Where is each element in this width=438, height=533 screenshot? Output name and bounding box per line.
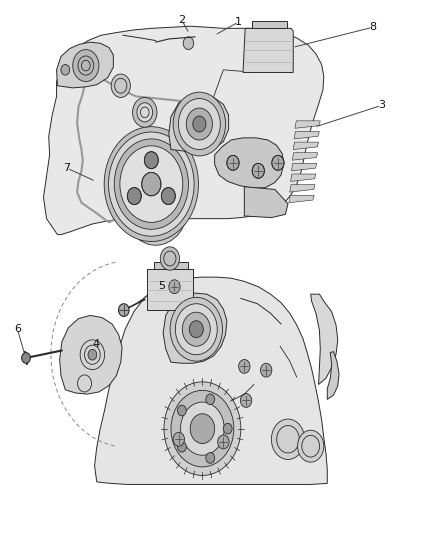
Polygon shape: [95, 277, 327, 484]
Circle shape: [227, 156, 239, 170]
Circle shape: [133, 98, 157, 127]
Polygon shape: [43, 26, 324, 235]
Circle shape: [240, 393, 252, 407]
Circle shape: [186, 108, 212, 140]
Circle shape: [223, 423, 232, 434]
Circle shape: [182, 312, 210, 346]
Polygon shape: [290, 174, 316, 181]
Circle shape: [180, 402, 224, 455]
Polygon shape: [327, 352, 339, 399]
Circle shape: [206, 453, 215, 463]
Polygon shape: [294, 132, 319, 139]
Circle shape: [137, 103, 152, 122]
Circle shape: [61, 64, 70, 75]
Circle shape: [183, 37, 194, 50]
Circle shape: [160, 247, 180, 270]
Circle shape: [189, 321, 203, 338]
Circle shape: [239, 360, 250, 373]
Circle shape: [142, 172, 161, 196]
Polygon shape: [243, 28, 293, 72]
Circle shape: [297, 430, 324, 462]
Circle shape: [88, 350, 97, 360]
Text: 1: 1: [235, 17, 242, 27]
Text: 4: 4: [92, 338, 99, 349]
Circle shape: [261, 364, 272, 377]
Circle shape: [73, 50, 99, 82]
Text: 2: 2: [178, 15, 185, 26]
Circle shape: [272, 156, 284, 170]
Circle shape: [173, 92, 226, 156]
Polygon shape: [291, 164, 317, 171]
Polygon shape: [244, 187, 288, 217]
Circle shape: [170, 297, 223, 361]
Circle shape: [190, 414, 215, 443]
Text: 8: 8: [369, 22, 376, 33]
Polygon shape: [295, 121, 320, 128]
Circle shape: [123, 165, 188, 245]
Circle shape: [127, 188, 141, 205]
Polygon shape: [311, 294, 338, 384]
Polygon shape: [252, 21, 287, 28]
Polygon shape: [215, 138, 284, 188]
Circle shape: [272, 419, 304, 459]
Circle shape: [169, 280, 180, 294]
Polygon shape: [147, 269, 193, 310]
Text: 6: 6: [14, 324, 21, 334]
Polygon shape: [60, 316, 122, 394]
Circle shape: [218, 435, 229, 449]
Text: 7: 7: [64, 163, 71, 173]
Circle shape: [119, 304, 129, 317]
Circle shape: [206, 394, 215, 405]
Circle shape: [178, 99, 220, 150]
Polygon shape: [290, 184, 315, 192]
Text: 3: 3: [378, 100, 385, 110]
Circle shape: [111, 74, 131, 98]
Polygon shape: [292, 153, 318, 160]
Polygon shape: [57, 42, 113, 88]
Circle shape: [164, 382, 241, 475]
Circle shape: [104, 127, 198, 241]
Polygon shape: [163, 293, 227, 364]
Circle shape: [193, 116, 206, 132]
Circle shape: [175, 304, 217, 355]
Circle shape: [120, 146, 183, 222]
Circle shape: [21, 353, 30, 364]
Polygon shape: [289, 195, 314, 203]
Text: 5: 5: [158, 281, 165, 290]
Circle shape: [161, 188, 175, 205]
Polygon shape: [293, 142, 318, 150]
Circle shape: [109, 132, 194, 236]
Polygon shape: [153, 262, 188, 269]
Circle shape: [177, 441, 186, 452]
Circle shape: [145, 152, 158, 168]
Circle shape: [177, 405, 186, 416]
Polygon shape: [169, 95, 229, 152]
Circle shape: [114, 139, 188, 229]
Circle shape: [252, 164, 265, 178]
Circle shape: [147, 195, 164, 216]
Circle shape: [173, 432, 184, 446]
Circle shape: [171, 390, 234, 467]
